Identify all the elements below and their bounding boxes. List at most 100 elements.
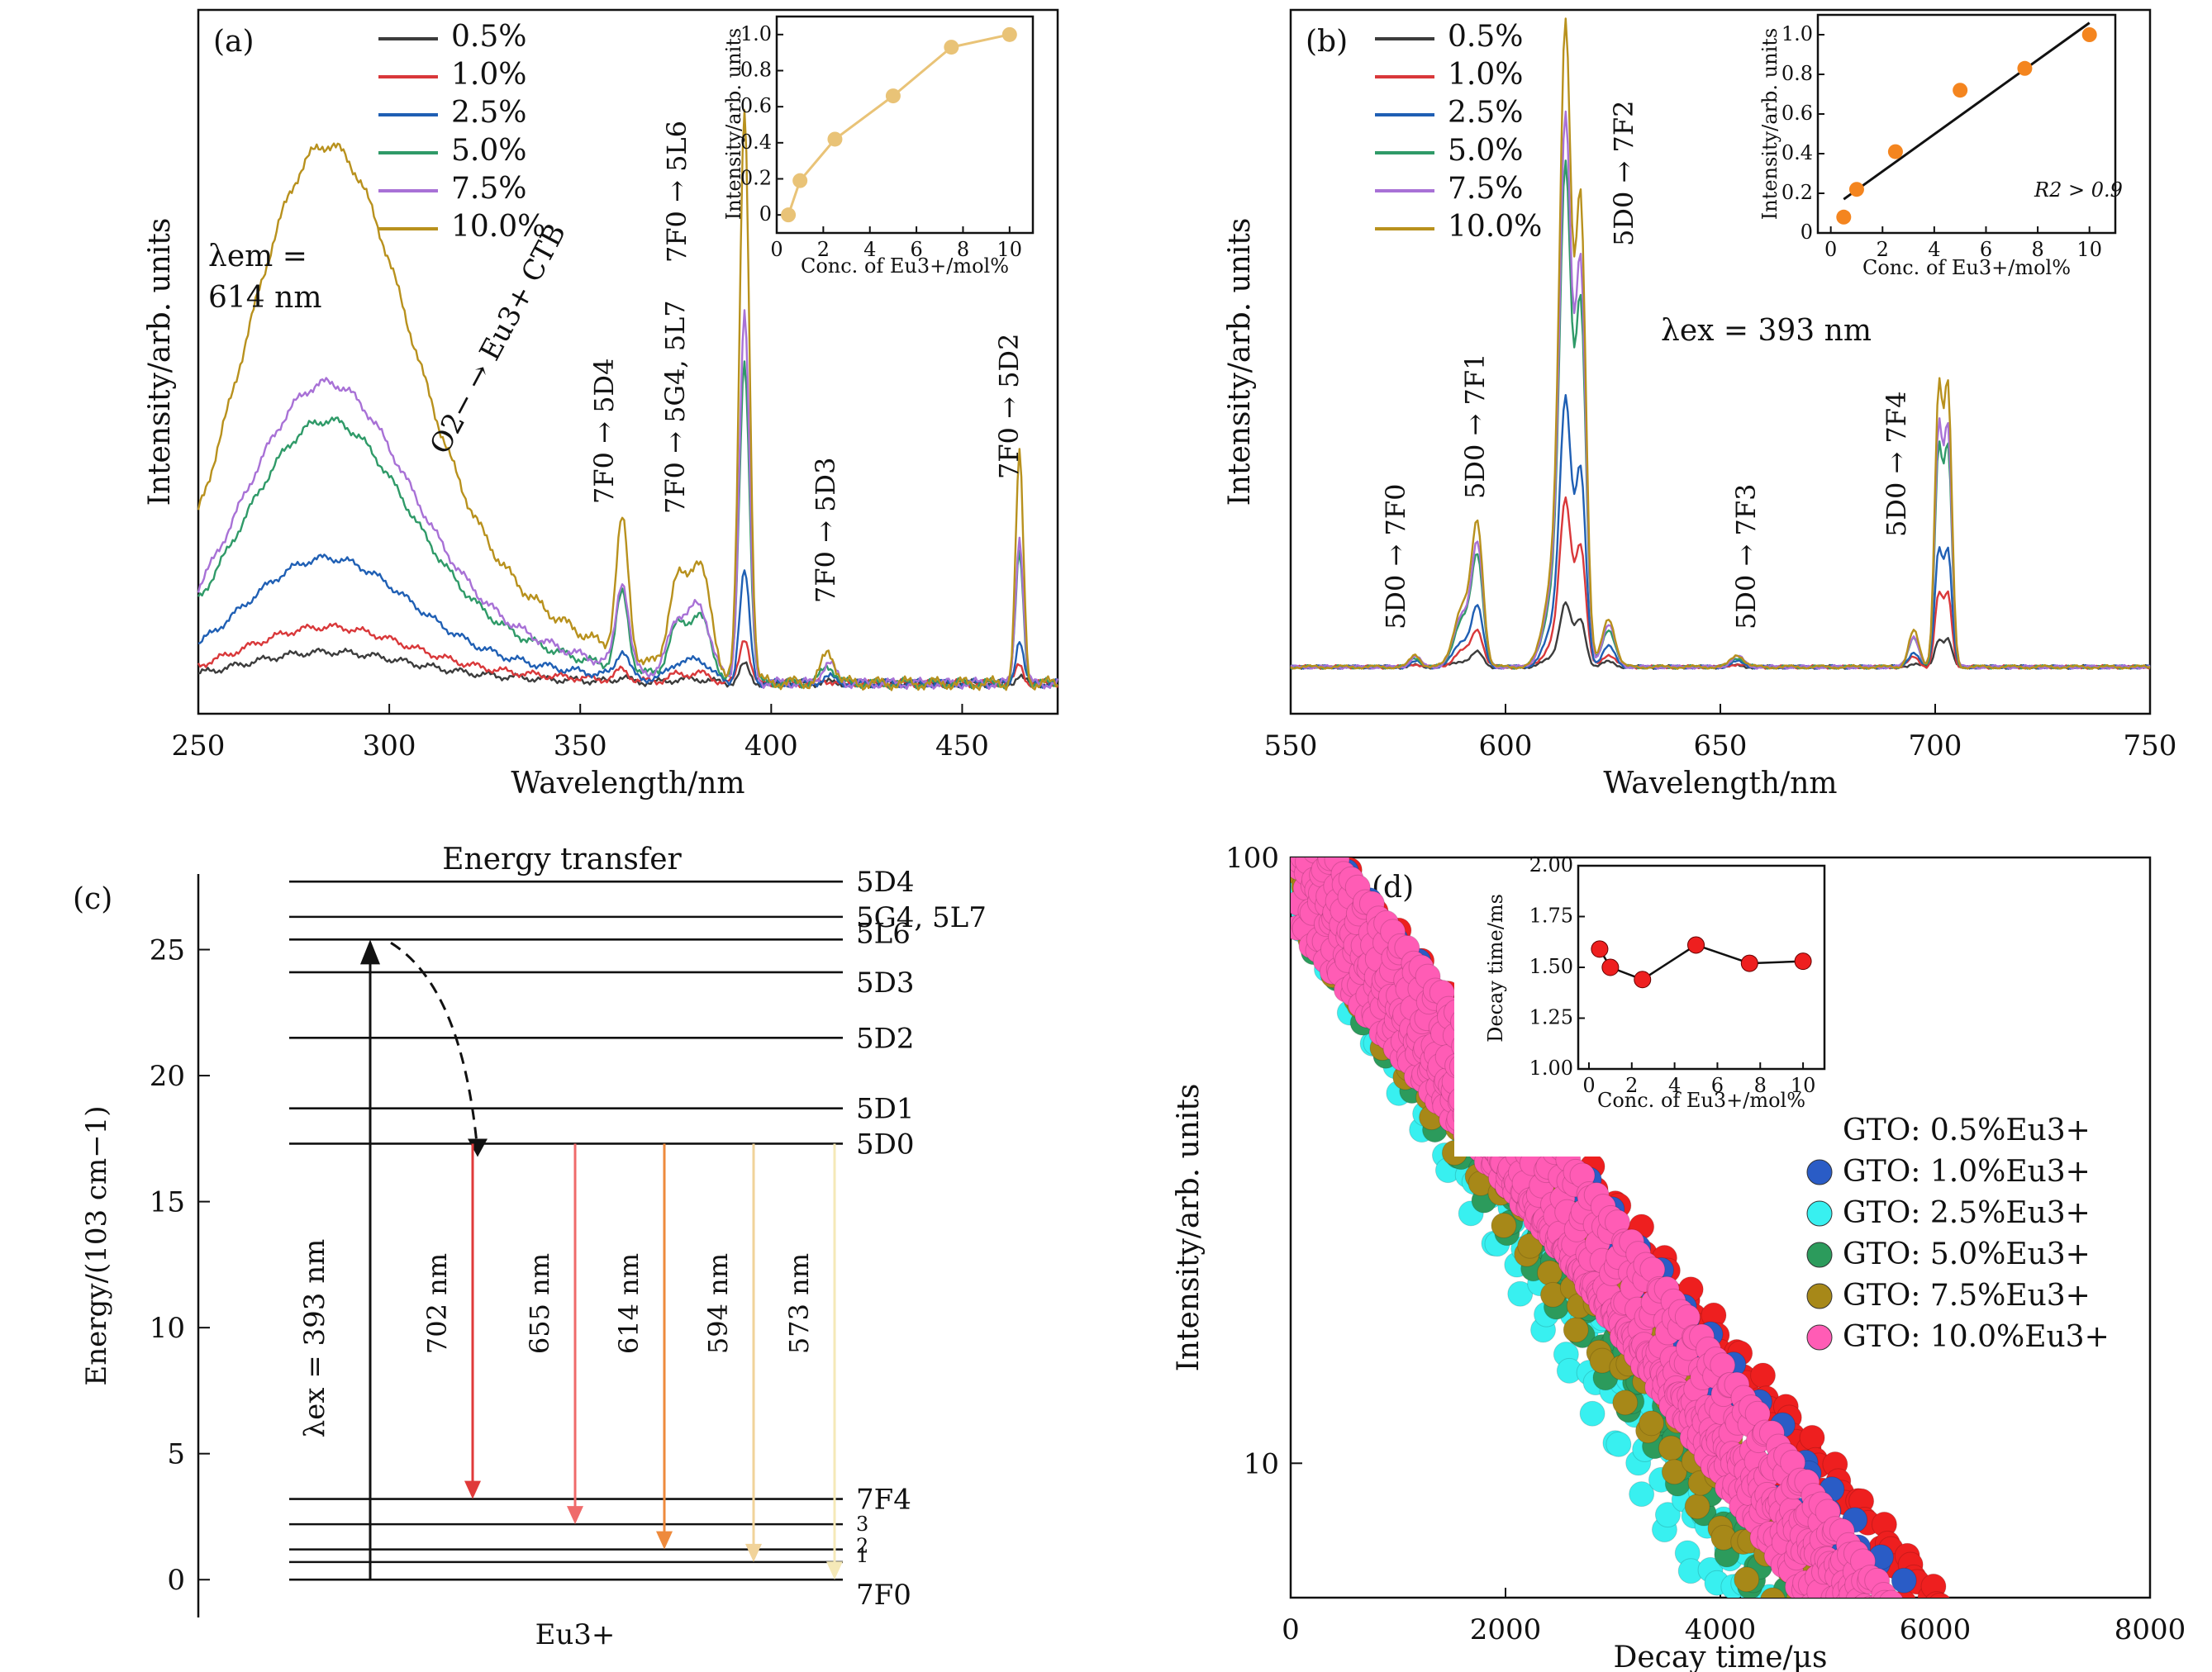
decay-point-0 bbox=[1320, 857, 1333, 859]
decay-point-5 bbox=[1288, 828, 1313, 853]
y-tick-label: 0.4 bbox=[740, 131, 772, 154]
annotation-7f0-5l6: 7F0 → 5L6 bbox=[661, 121, 692, 263]
annotation-5d0-7f2: 5D0 → 7F2 bbox=[1608, 101, 1639, 246]
decay-point-0 bbox=[1929, 1592, 1951, 1598]
inset-x-tick-label: 10 bbox=[1791, 1074, 1816, 1097]
x-axis-label: Wavelength/nm bbox=[1603, 767, 1837, 800]
emission-arrow-head bbox=[745, 1543, 762, 1562]
y-tick-label: 5 bbox=[167, 1438, 185, 1471]
inset-x-tick-label: 4 bbox=[1928, 238, 1940, 261]
decay-point-4 bbox=[1285, 830, 1310, 855]
decay-point-3 bbox=[1295, 823, 1320, 848]
decay-point-5 bbox=[1304, 824, 1329, 848]
y-tick-label: 1.00 bbox=[1529, 1057, 1573, 1080]
panel-c-energy-level-diagram: 0 5 10 15 20 25 Energy/(103 cm−1) (c) Energy tra… bbox=[73, 843, 987, 1651]
legend-label: GTO: 2.5%Eu3+ bbox=[1843, 1196, 2091, 1230]
inset-x-tick-label: 0 bbox=[770, 238, 783, 261]
series-line-b-10.0% bbox=[1290, 17, 2151, 670]
legend-label: 7.5% bbox=[451, 172, 526, 206]
inset-point-a bbox=[885, 88, 901, 104]
ion-label: Eu3+ bbox=[535, 1618, 616, 1651]
legend-label: GTO: 5.0%Eu3+ bbox=[1843, 1237, 2091, 1271]
y-axis-label: Intensity/arb. units bbox=[1223, 218, 1257, 506]
y-tick-label: 0 bbox=[167, 1564, 185, 1597]
decay-point-3 bbox=[1832, 1595, 1845, 1598]
decay-point-2 bbox=[1654, 1502, 1681, 1528]
inset-point-a bbox=[1001, 26, 1017, 42]
y-tick-label: 0.2 bbox=[1781, 181, 1813, 204]
y-tick-label: 0 bbox=[759, 202, 772, 226]
decay-point-5 bbox=[1879, 1589, 1904, 1598]
annotation-5d0-7f3: 5D0 → 7F3 bbox=[1730, 484, 1762, 629]
decay-point-0 bbox=[1920, 1573, 1947, 1598]
inset-point-a bbox=[792, 173, 808, 188]
inset-x-tick-label: 8 bbox=[2031, 238, 2043, 261]
decay-point-5 bbox=[1290, 804, 1315, 829]
panel-b-emission-spectra: 550 600 650 700 750Wavelength/nmIntensity/ar… bbox=[1223, 8, 2176, 800]
decay-point-0 bbox=[1292, 819, 1316, 843]
energy-level-label: 5L6 bbox=[856, 917, 911, 950]
x-axis-label: Wavelength/nm bbox=[511, 767, 744, 800]
inset-x-tick-label: 2 bbox=[817, 238, 830, 261]
emission-arrow-head bbox=[656, 1531, 673, 1550]
decay-point-4 bbox=[1305, 824, 1330, 849]
y-tick-label: 0 bbox=[1801, 221, 1813, 244]
decay-point-0 bbox=[1750, 1362, 1777, 1389]
series-line-b-1.0% bbox=[1290, 496, 2151, 670]
y-tick-label: 1.75 bbox=[1529, 905, 1573, 928]
inset-y-axis-label: Intensity/arb. units bbox=[722, 28, 745, 220]
inset-point-d bbox=[1601, 958, 1620, 976]
decay-point-4 bbox=[1491, 1212, 1517, 1238]
excitation-label: λex = 393 nm bbox=[298, 1239, 331, 1438]
series-line-b-7.5% bbox=[1290, 110, 2151, 670]
x-tick-label: 250 bbox=[172, 729, 226, 762]
diagram-title: Energy transfer bbox=[442, 843, 682, 876]
energy-level-label: 5D0 bbox=[856, 1128, 915, 1161]
inset-fit-line-b bbox=[1843, 21, 2091, 201]
series-line-b-2.5% bbox=[1290, 394, 2151, 670]
inset-x-tick-label: 8 bbox=[1754, 1074, 1767, 1097]
decay-point-5 bbox=[1311, 831, 1335, 856]
panel-label: (c) bbox=[73, 882, 112, 916]
decay-point-4 bbox=[1517, 1233, 1544, 1259]
y-tick-label: 0.6 bbox=[1781, 102, 1813, 125]
inset-y-axis-label: Decay time/ms bbox=[1484, 894, 1507, 1043]
inset-x-tick-label: 2 bbox=[1625, 1074, 1638, 1097]
legend-label: GTO: 7.5%Eu3+ bbox=[1843, 1279, 2091, 1313]
y-axis-label: Intensity/arb. units bbox=[1172, 1084, 1206, 1372]
x-tick-label: 4000 bbox=[1685, 1613, 1757, 1646]
y-tick-label: 100 bbox=[1225, 842, 1279, 875]
x-tick-label: 300 bbox=[363, 729, 416, 762]
inset-x-tick-label: 2 bbox=[1877, 238, 1889, 261]
decay-point-2 bbox=[1298, 819, 1323, 843]
emission-wavelength-label: 614 nm bbox=[613, 1253, 645, 1354]
energy-level-label: 3 bbox=[856, 1513, 868, 1536]
decay-point-1 bbox=[1285, 795, 1310, 819]
decay-point-4 bbox=[1639, 1410, 1665, 1437]
legend-label: 1.0% bbox=[451, 58, 526, 92]
legend-label: 10.0% bbox=[1448, 210, 1542, 244]
energy-transfer-curve bbox=[390, 942, 479, 1152]
inset-x-axis-label: Conc. of Eu3+/mol% bbox=[1597, 1089, 1805, 1112]
inset-x-tick-label: 0 bbox=[1582, 1074, 1595, 1097]
inset-backdrop-d bbox=[1454, 859, 1841, 1157]
x-tick-label: 650 bbox=[1694, 729, 1748, 762]
legend-label: 1.0% bbox=[1448, 58, 1523, 92]
y-tick-label: 0.6 bbox=[740, 94, 772, 117]
inset-x-axis-label: Conc. of Eu3+/mol% bbox=[1862, 256, 2071, 279]
inset-point-a bbox=[944, 40, 959, 55]
emission-arrow-head bbox=[464, 1480, 481, 1499]
decay-point-4 bbox=[1563, 1317, 1589, 1343]
inset-line-a bbox=[787, 33, 1011, 216]
inset-point-b bbox=[1887, 144, 1903, 159]
annotation-lambda-ex: λex = 393 nm bbox=[1661, 314, 1872, 348]
legend-label: GTO: 1.0%Eu3+ bbox=[1843, 1155, 2091, 1189]
legend-label: GTO: 0.5%Eu3+ bbox=[1843, 1114, 2091, 1147]
inset-x-tick-label: 10 bbox=[2076, 238, 2102, 261]
x-tick-label: 450 bbox=[935, 729, 989, 762]
decay-point-2 bbox=[1507, 1280, 1534, 1307]
decay-point-0 bbox=[1873, 1597, 1882, 1598]
x-tick-label: 700 bbox=[1909, 729, 1962, 762]
decay-point-5 bbox=[1297, 829, 1322, 853]
